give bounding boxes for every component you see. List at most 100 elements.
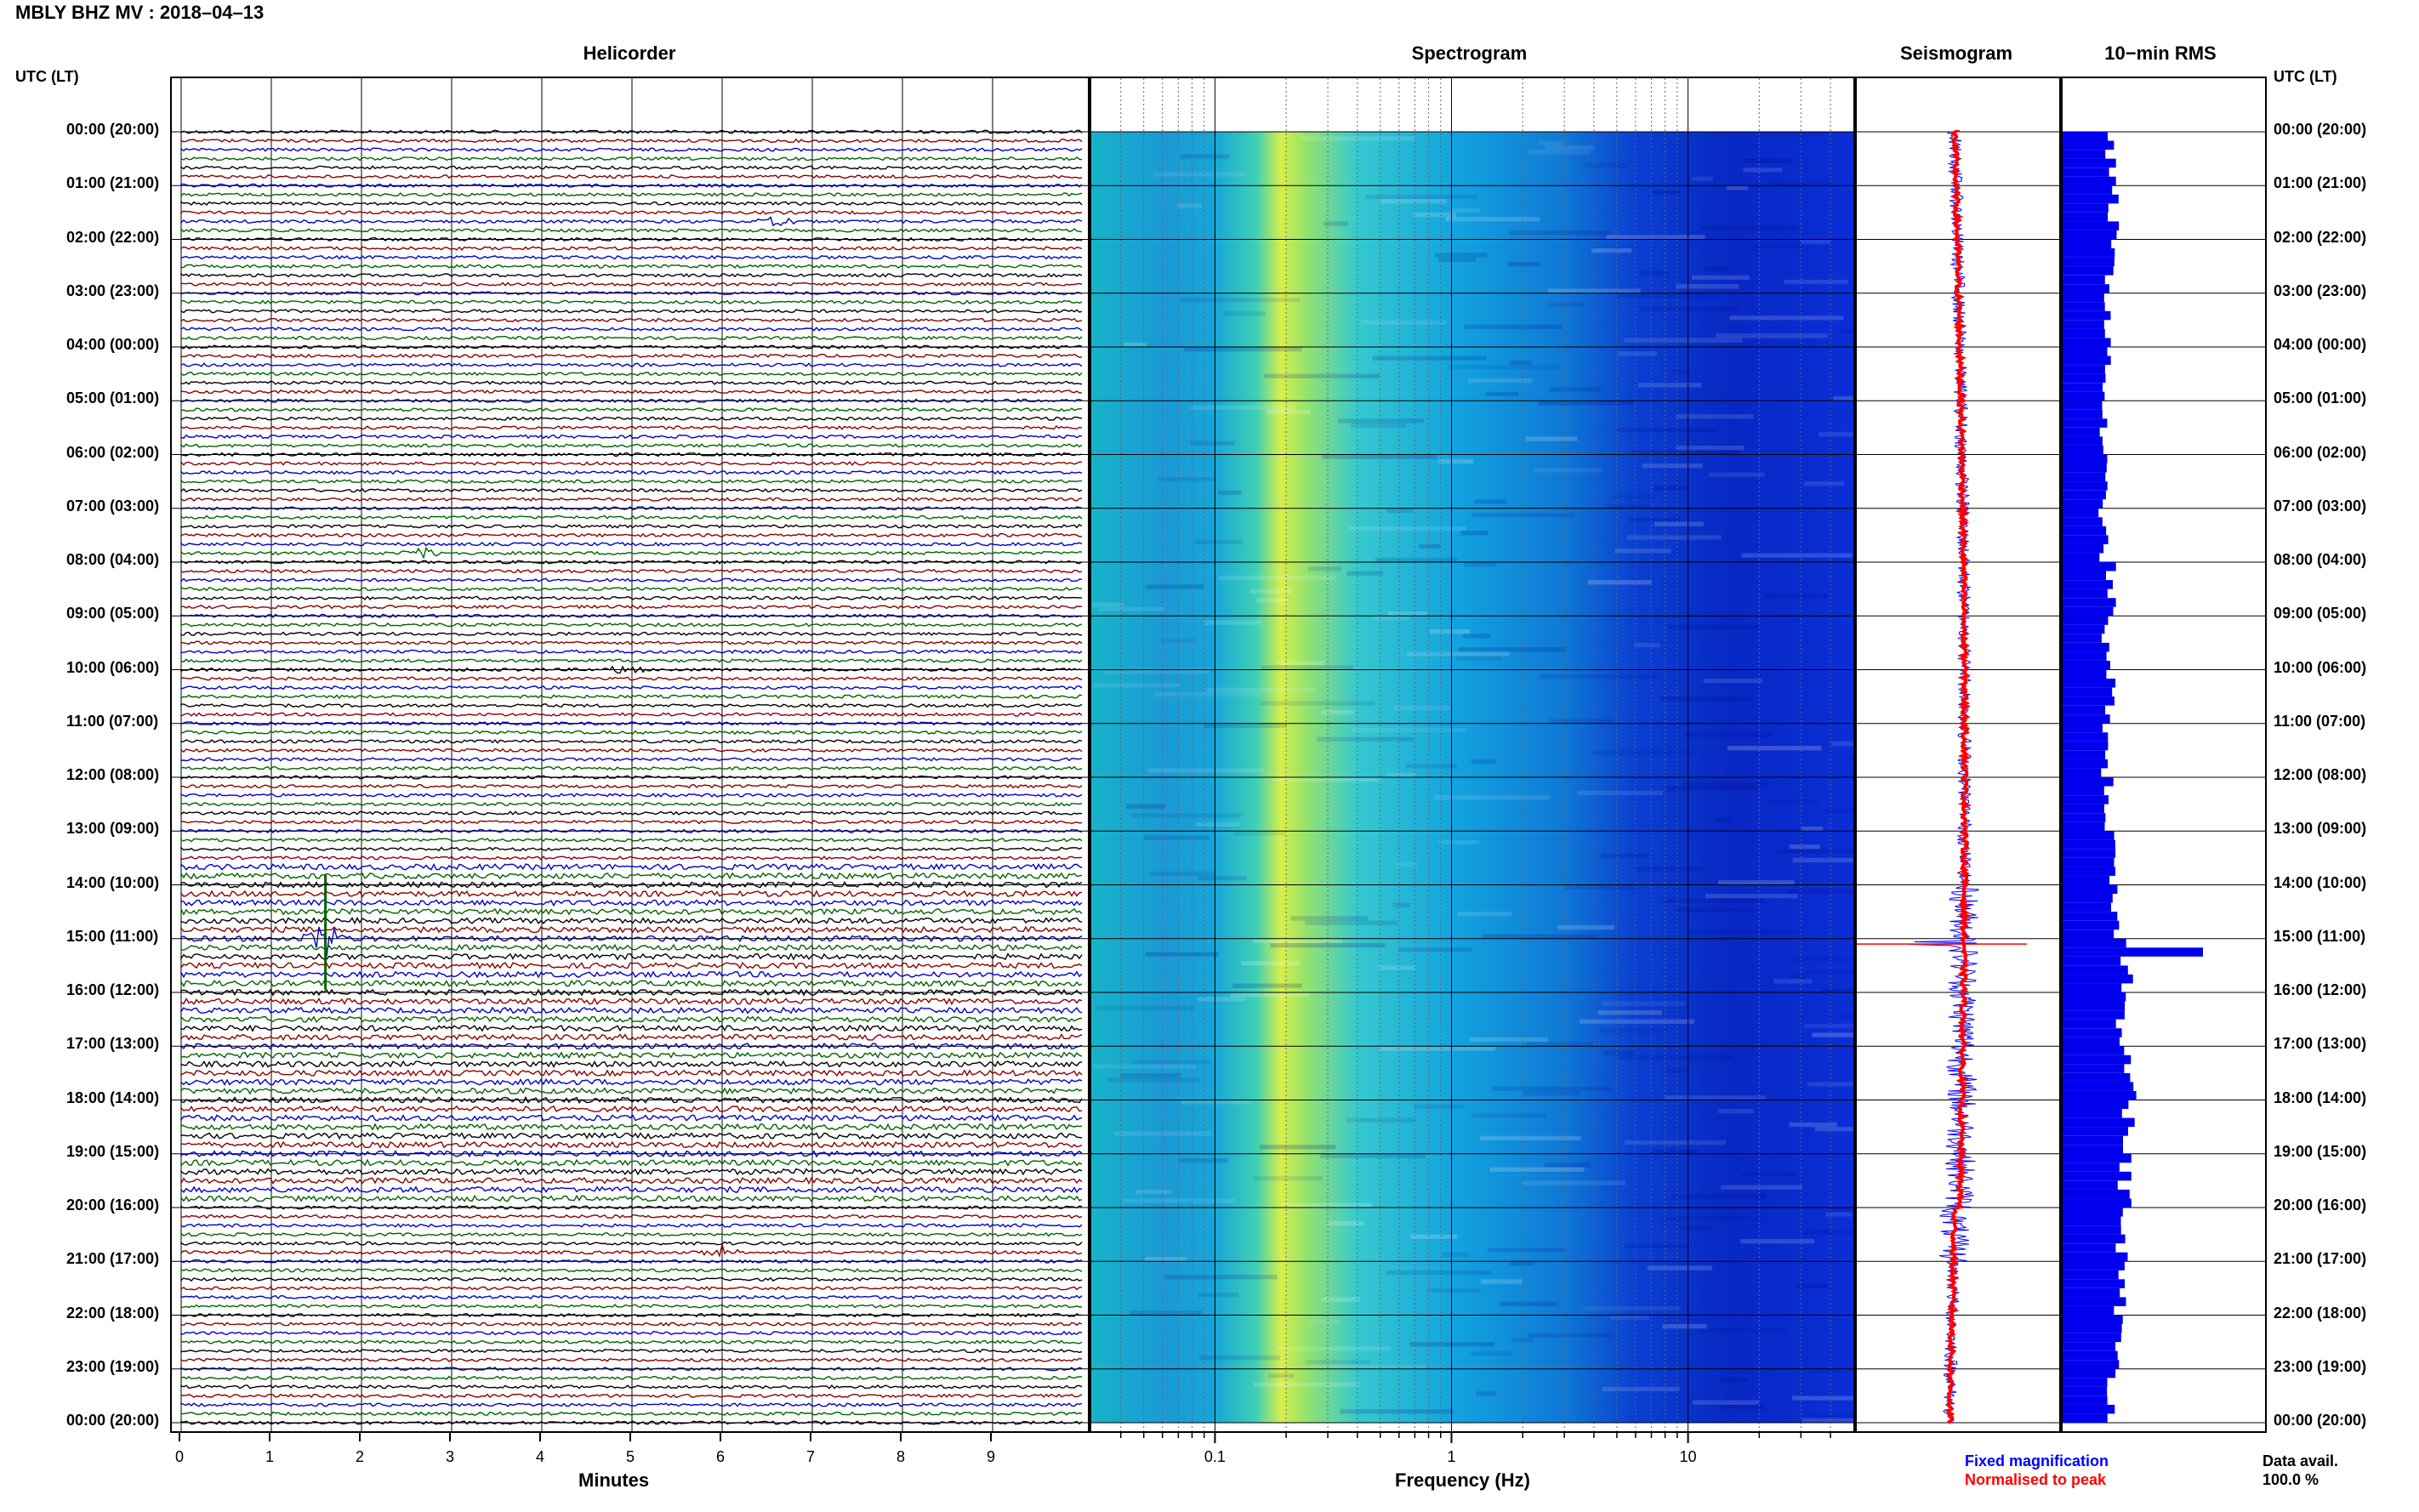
spectrogram-texture: [1534, 468, 1602, 473]
right-time-label: 01:00 (21:00): [2274, 174, 2367, 192]
spectrogram-texture: [1310, 1319, 1339, 1325]
helicorder-trace: [180, 838, 1083, 843]
spectrogram-texture: [1149, 871, 1215, 876]
helicorder-trace: [180, 694, 1083, 699]
helicorder-trace: [180, 1231, 1083, 1237]
spectrogram-texture: [1764, 593, 1828, 599]
rms-bar: [2063, 1252, 2128, 1262]
helicorder-trace: [180, 1158, 1083, 1168]
spectrogram-texture: [1414, 212, 1456, 218]
spectrogram-texture: [1199, 1355, 1280, 1361]
left-time-axis: 00:00 (20:00) 01:00 (21:00) 02:00 (22:00) 0…: [0, 0, 179, 1512]
spectrogram-texture: [1438, 458, 1474, 464]
helicorder-trace: [180, 372, 1083, 377]
rms-bar: [2063, 938, 2126, 948]
helicorder-trace: [180, 1349, 1083, 1354]
helicorder-plot: [172, 78, 1088, 1431]
rms-bar: [2063, 1342, 2116, 1351]
spectrogram-texture: [1544, 1162, 1591, 1168]
left-time-label: 21:00 (17:00): [66, 1250, 160, 1268]
spectrogram-texture: [1395, 862, 1418, 867]
helicorder-trace: [180, 890, 1083, 898]
rms-bar: [2063, 1162, 2120, 1172]
spectrogram-texture: [1126, 804, 1166, 809]
rms-bar: [2063, 328, 2105, 338]
spectrogram-texture: [1471, 1113, 1546, 1118]
rms-bar: [2063, 598, 2116, 607]
helicorder-trace: [180, 1194, 1083, 1202]
helicorder-trace: [180, 604, 1082, 610]
helicorder-trace: [180, 1185, 1083, 1194]
spectrogram-texture: [1665, 1068, 1688, 1073]
right-time-header: UTC (LT): [2274, 68, 2337, 85]
spectrogram-texture: [1232, 983, 1302, 988]
spectrogram-texture: [1337, 418, 1424, 423]
rms-bar: [2063, 839, 2115, 850]
spectrogram-texture: [1254, 1382, 1360, 1387]
helicorder-trace: [180, 246, 1083, 251]
spectrogram-texture: [1419, 543, 1441, 549]
spectrogram-texture: [1091, 602, 1124, 607]
spectrogram-texture: [1386, 772, 1416, 777]
helicorder-trace: [180, 281, 1083, 287]
spectrogram-texture: [1634, 867, 1705, 872]
spectrogram-texture: [1178, 1158, 1229, 1163]
spectrogram-texture: [1814, 1127, 1853, 1132]
right-time-label: 17:00 (13:00): [2274, 1035, 2367, 1053]
spectrogram-texture: [1204, 620, 1262, 625]
helicorder-trace: [180, 872, 1083, 880]
helicorder-trace: [180, 783, 1083, 789]
spectrogram-texture: [1602, 1386, 1680, 1392]
spectrogram-texture: [1664, 1095, 1767, 1100]
helicorder-trace: [180, 389, 1082, 395]
helicorder-trace: [180, 1077, 1083, 1086]
rms-bar: [2063, 616, 2109, 625]
spectrogram-texture: [1740, 1238, 1814, 1244]
rms-bar: [2063, 383, 2103, 392]
spectrogram-texture: [1509, 1261, 1535, 1266]
spectrogram-texture: [1801, 1418, 1853, 1423]
helicorder-trace: [180, 327, 1083, 332]
right-time-label: 12:00 (08:00): [2274, 766, 2367, 783]
rms-bar: [2063, 821, 2105, 832]
spectrogram-texture: [1181, 298, 1301, 303]
rms-bar: [2063, 140, 2114, 151]
spectrogram-texture: [1093, 1064, 1196, 1069]
spectrogram-texture: [1270, 943, 1386, 948]
spectrogram-texture: [1828, 1208, 1853, 1213]
spectrogram-texture: [1809, 1368, 1853, 1374]
spectrogram-texture: [1600, 1028, 1669, 1033]
spectrogram-texture: [1323, 221, 1349, 226]
helicorder-trace: [180, 862, 1083, 871]
spectrogram-x-tick-label: 1: [1448, 1448, 1456, 1465]
spectrogram-texture: [1340, 1409, 1454, 1414]
spectrogram-texture: [1671, 1194, 1767, 1199]
rms-bar: [2063, 983, 2122, 993]
helicorder-trace: [180, 407, 1083, 412]
rms-bar: [2063, 1054, 2132, 1065]
spectrogram-texture: [1784, 279, 1848, 285]
spectrogram-texture: [1259, 1145, 1336, 1150]
rms-bar: [2063, 651, 2107, 661]
spectrogram-texture: [1803, 481, 1844, 486]
rms-bar: [2063, 1145, 2123, 1154]
helicorder-trace: [180, 586, 1083, 592]
seismogram-panel: [1855, 77, 2061, 1433]
spectrogram-texture: [1093, 683, 1181, 688]
spectrogram-texture: [1176, 203, 1202, 208]
rms-bar: [2063, 750, 2106, 759]
spectrogram-texture: [1164, 1275, 1278, 1280]
rms-bar: [2063, 185, 2113, 195]
left-time-label: 19:00 (15:00): [66, 1142, 160, 1160]
spectrogram-texture: [1097, 606, 1164, 611]
spectrogram-texture: [1771, 132, 1823, 137]
rms-bar: [2063, 679, 2116, 688]
spectrogram-texture: [1107, 1077, 1201, 1083]
rms-bar: [2063, 1171, 2132, 1181]
helicorder-trace: [180, 765, 1083, 771]
helicorder-trace: [180, 1168, 1083, 1176]
helicorder-trace: [180, 907, 1083, 916]
spectrogram-texture: [1317, 736, 1414, 742]
helicorder-trace: [180, 721, 1083, 726]
helicorder-x-tick-label: 4: [536, 1448, 544, 1465]
